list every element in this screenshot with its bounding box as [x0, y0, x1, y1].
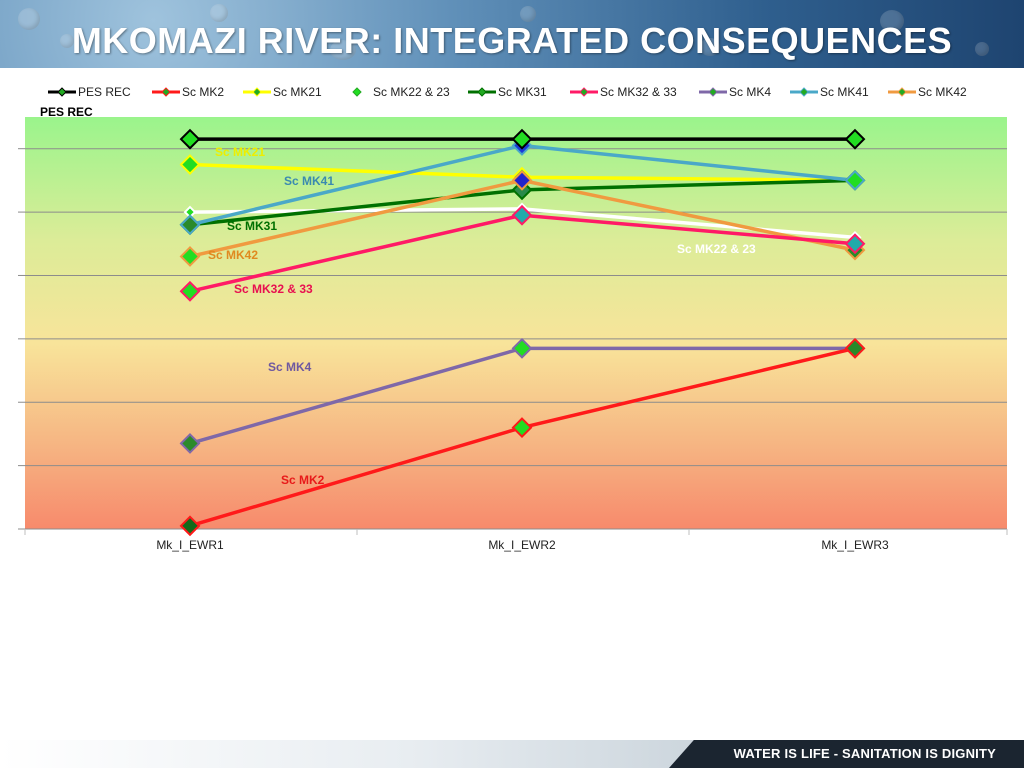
- legend-label: PES REC: [78, 85, 131, 99]
- series-annotation-sc-mk31: Sc MK31: [227, 219, 277, 233]
- series-annotation-sc-mk2: Sc MK2: [281, 473, 325, 487]
- legend-item-sc-mk32-and-33: Sc MK32 & 33: [570, 85, 677, 99]
- legend-item-sc-mk31: Sc MK31: [468, 85, 547, 99]
- y-axis-label: PES REC: [40, 105, 93, 119]
- legend-swatch-marker: [708, 87, 718, 97]
- legend-item-sc-mk2: Sc MK2: [152, 85, 224, 99]
- water-drop-decoration: [520, 6, 536, 22]
- header-banner: MKOMAZI RIVER: INTEGRATED CONSEQUENCES: [0, 0, 1024, 68]
- series-annotation-sc-mk32-and-33: Sc MK32 & 33: [234, 282, 313, 296]
- legend-label: Sc MK32 & 33: [600, 85, 677, 99]
- water-drop-decoration: [700, 38, 720, 56]
- legend: PES REC Sc MK2 Sc MK21 Sc MK22 & 23 Sc MK31 S…: [48, 85, 967, 99]
- water-drop-decoration: [880, 10, 904, 32]
- series-annotation-sc-mk4: Sc MK4: [268, 360, 312, 374]
- data-point-sc-mk4: [511, 337, 533, 359]
- legend-label: Sc MK31: [498, 85, 547, 99]
- slide-title: MKOMAZI RIVER: INTEGRATED CONSEQUENCES: [71, 20, 953, 61]
- data-point-sc-mk2: [844, 337, 866, 359]
- series-annotation-sc-mk22-and-23: Sc MK22 & 23: [677, 242, 756, 256]
- legend-swatch-marker: [252, 87, 262, 97]
- x-tick-label: Mk_I_EWR2: [488, 538, 556, 552]
- series-annotation-sc-mk41: Sc MK41: [284, 174, 334, 188]
- water-drop-decoration: [975, 42, 989, 56]
- data-point-sc-mk32-and-33: [844, 233, 866, 255]
- legend-label: Sc MK42: [918, 85, 967, 99]
- legend-swatch-marker: [161, 87, 171, 97]
- chart: PES REC Sc MK2 Sc MK21 Sc MK22 & 23 Sc MK31 S…: [18, 85, 1008, 552]
- legend-swatch-marker: [352, 87, 362, 97]
- legend-item-sc-mk22-and-23: Sc MK22 & 23: [352, 85, 450, 99]
- legend-item-sc-mk41: Sc MK41: [790, 85, 869, 99]
- legend-item-pes-rec: PES REC: [48, 85, 131, 99]
- legend-swatch-marker: [897, 87, 907, 97]
- legend-swatch-marker: [477, 87, 487, 97]
- legend-item-sc-mk21: Sc MK21: [243, 85, 322, 99]
- legend-swatch-marker: [57, 87, 67, 97]
- water-drop-decoration: [210, 4, 228, 22]
- x-axis: Mk_I_EWR1 Mk_I_EWR2 Mk_I_EWR3: [24, 529, 1008, 552]
- legend-label: Sc MK22 & 23: [373, 85, 450, 99]
- data-point-sc-mk2: [179, 515, 201, 537]
- footer-slogan: WATER IS LIFE - SANITATION IS DIGNITY: [733, 746, 996, 761]
- data-point-sc-mk4: [179, 433, 201, 454]
- legend-swatch-marker: [799, 87, 809, 97]
- data-point-sc-mk2: [511, 417, 533, 438]
- data-point-sc-mk32-and-33: [511, 204, 533, 226]
- series-annotation-sc-mk21: Sc MK21: [215, 145, 265, 159]
- data-point-sc-mk41: [844, 169, 866, 191]
- data-point-pes-rec: [844, 128, 866, 150]
- data-point-pes-rec: [511, 128, 533, 150]
- legend-label: Sc MK2: [182, 85, 224, 99]
- data-point-sc-mk41: [179, 214, 201, 236]
- series-markers: [179, 128, 866, 537]
- x-tick-label: Mk_I_EWR3: [821, 538, 889, 552]
- data-point-pes-rec: [179, 128, 201, 150]
- series-annotation-sc-mk42: Sc MK42: [208, 248, 258, 262]
- annotations: Sc MK21 Sc MK41 Sc MK31 Sc MK42 Sc MK32 & 33…: [208, 145, 756, 487]
- legend-label: Sc MK41: [820, 85, 869, 99]
- data-point-sc-mk32-and-33: [179, 280, 201, 302]
- footer-dark-panel: [669, 740, 1024, 768]
- legend-swatch-marker: [579, 87, 589, 97]
- water-drop-decoration: [60, 34, 74, 48]
- water-drop-decoration: [18, 8, 40, 30]
- legend-item-sc-mk4: Sc MK4: [699, 85, 771, 99]
- x-tick-label: Mk_I_EWR1: [156, 538, 224, 552]
- data-point-sc-mk21: [179, 154, 201, 175]
- water-drop-decoration: [330, 40, 356, 60]
- legend-label: Sc MK21: [273, 85, 322, 99]
- footer: WATER IS LIFE - SANITATION IS DIGNITY: [0, 740, 1024, 768]
- data-point-sc-mk42: [511, 169, 533, 191]
- data-point-sc-mk42: [179, 246, 201, 267]
- legend-item-sc-mk42: Sc MK42: [888, 85, 967, 99]
- legend-label: Sc MK4: [729, 85, 771, 99]
